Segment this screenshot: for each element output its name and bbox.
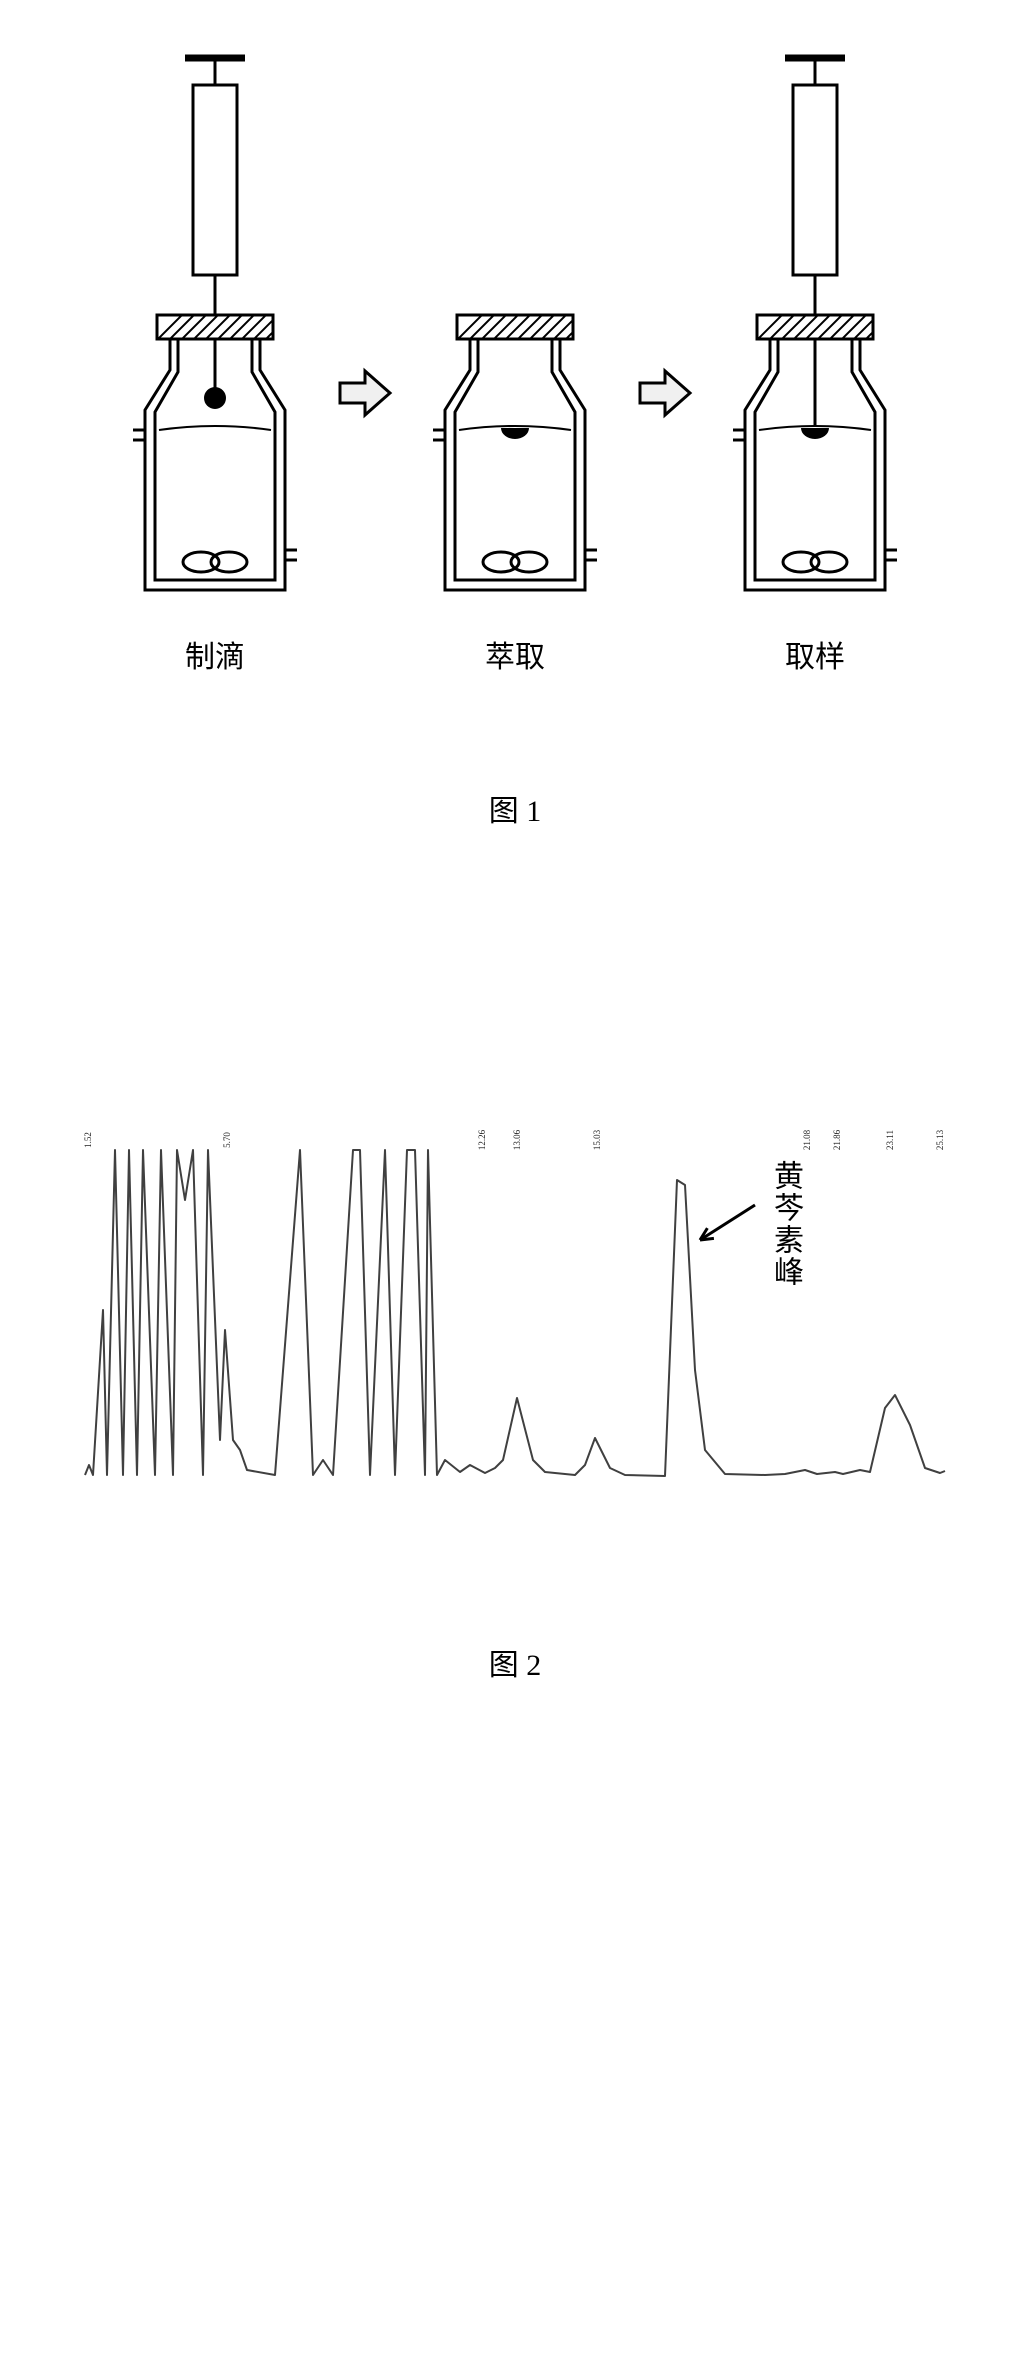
svg-text:21.86: 21.86 (832, 1129, 842, 1150)
vial-diagram-2 (415, 50, 615, 610)
svg-text:5.70: 5.70 (222, 1132, 232, 1148)
vial-diagram-3 (715, 50, 915, 610)
svg-text:25.13: 25.13 (935, 1129, 945, 1150)
svg-text:21.08: 21.08 (802, 1129, 812, 1150)
arrow-2 (635, 143, 695, 643)
svg-text:15.03: 15.03 (592, 1129, 602, 1150)
step-2-label: 萃取 (485, 632, 545, 676)
step-1-label: 制滴 (185, 632, 245, 676)
arrow-1 (335, 143, 395, 643)
step-1: 制滴 (105, 50, 325, 676)
step-3-label: 取样 (785, 632, 845, 676)
step-2: 萃取 (405, 50, 625, 676)
figure-1-row: 制滴 (105, 50, 925, 676)
svg-text:23.11: 23.11 (885, 1130, 895, 1150)
arrow-icon (335, 363, 395, 423)
vial-diagram-1 (115, 50, 315, 610)
arrow-icon (635, 363, 695, 423)
figure-1-caption: 图 1 (489, 786, 542, 830)
svg-text:13.06: 13.06 (512, 1129, 522, 1150)
figure-2-caption: 图 2 (489, 1640, 542, 1684)
figure-2: 1.52 5.70 12.26 13.06 15.03 21.08 21.86 23.11 25… (60, 1110, 970, 1684)
baicalein-peak-label: 黄芩素峰 (763, 1160, 807, 1288)
chromatogram-container: 1.52 5.70 12.26 13.06 15.03 21.08 21.86 23.11 25… (65, 1110, 965, 1510)
chromatogram: 1.52 5.70 12.26 13.06 15.03 21.08 21.86 23.11 25… (65, 1110, 965, 1510)
svg-text:1.52: 1.52 (83, 1132, 93, 1148)
step-3: 取样 (705, 50, 925, 676)
svg-text:12.26: 12.26 (477, 1129, 487, 1150)
figure-1: 制滴 (60, 40, 970, 830)
